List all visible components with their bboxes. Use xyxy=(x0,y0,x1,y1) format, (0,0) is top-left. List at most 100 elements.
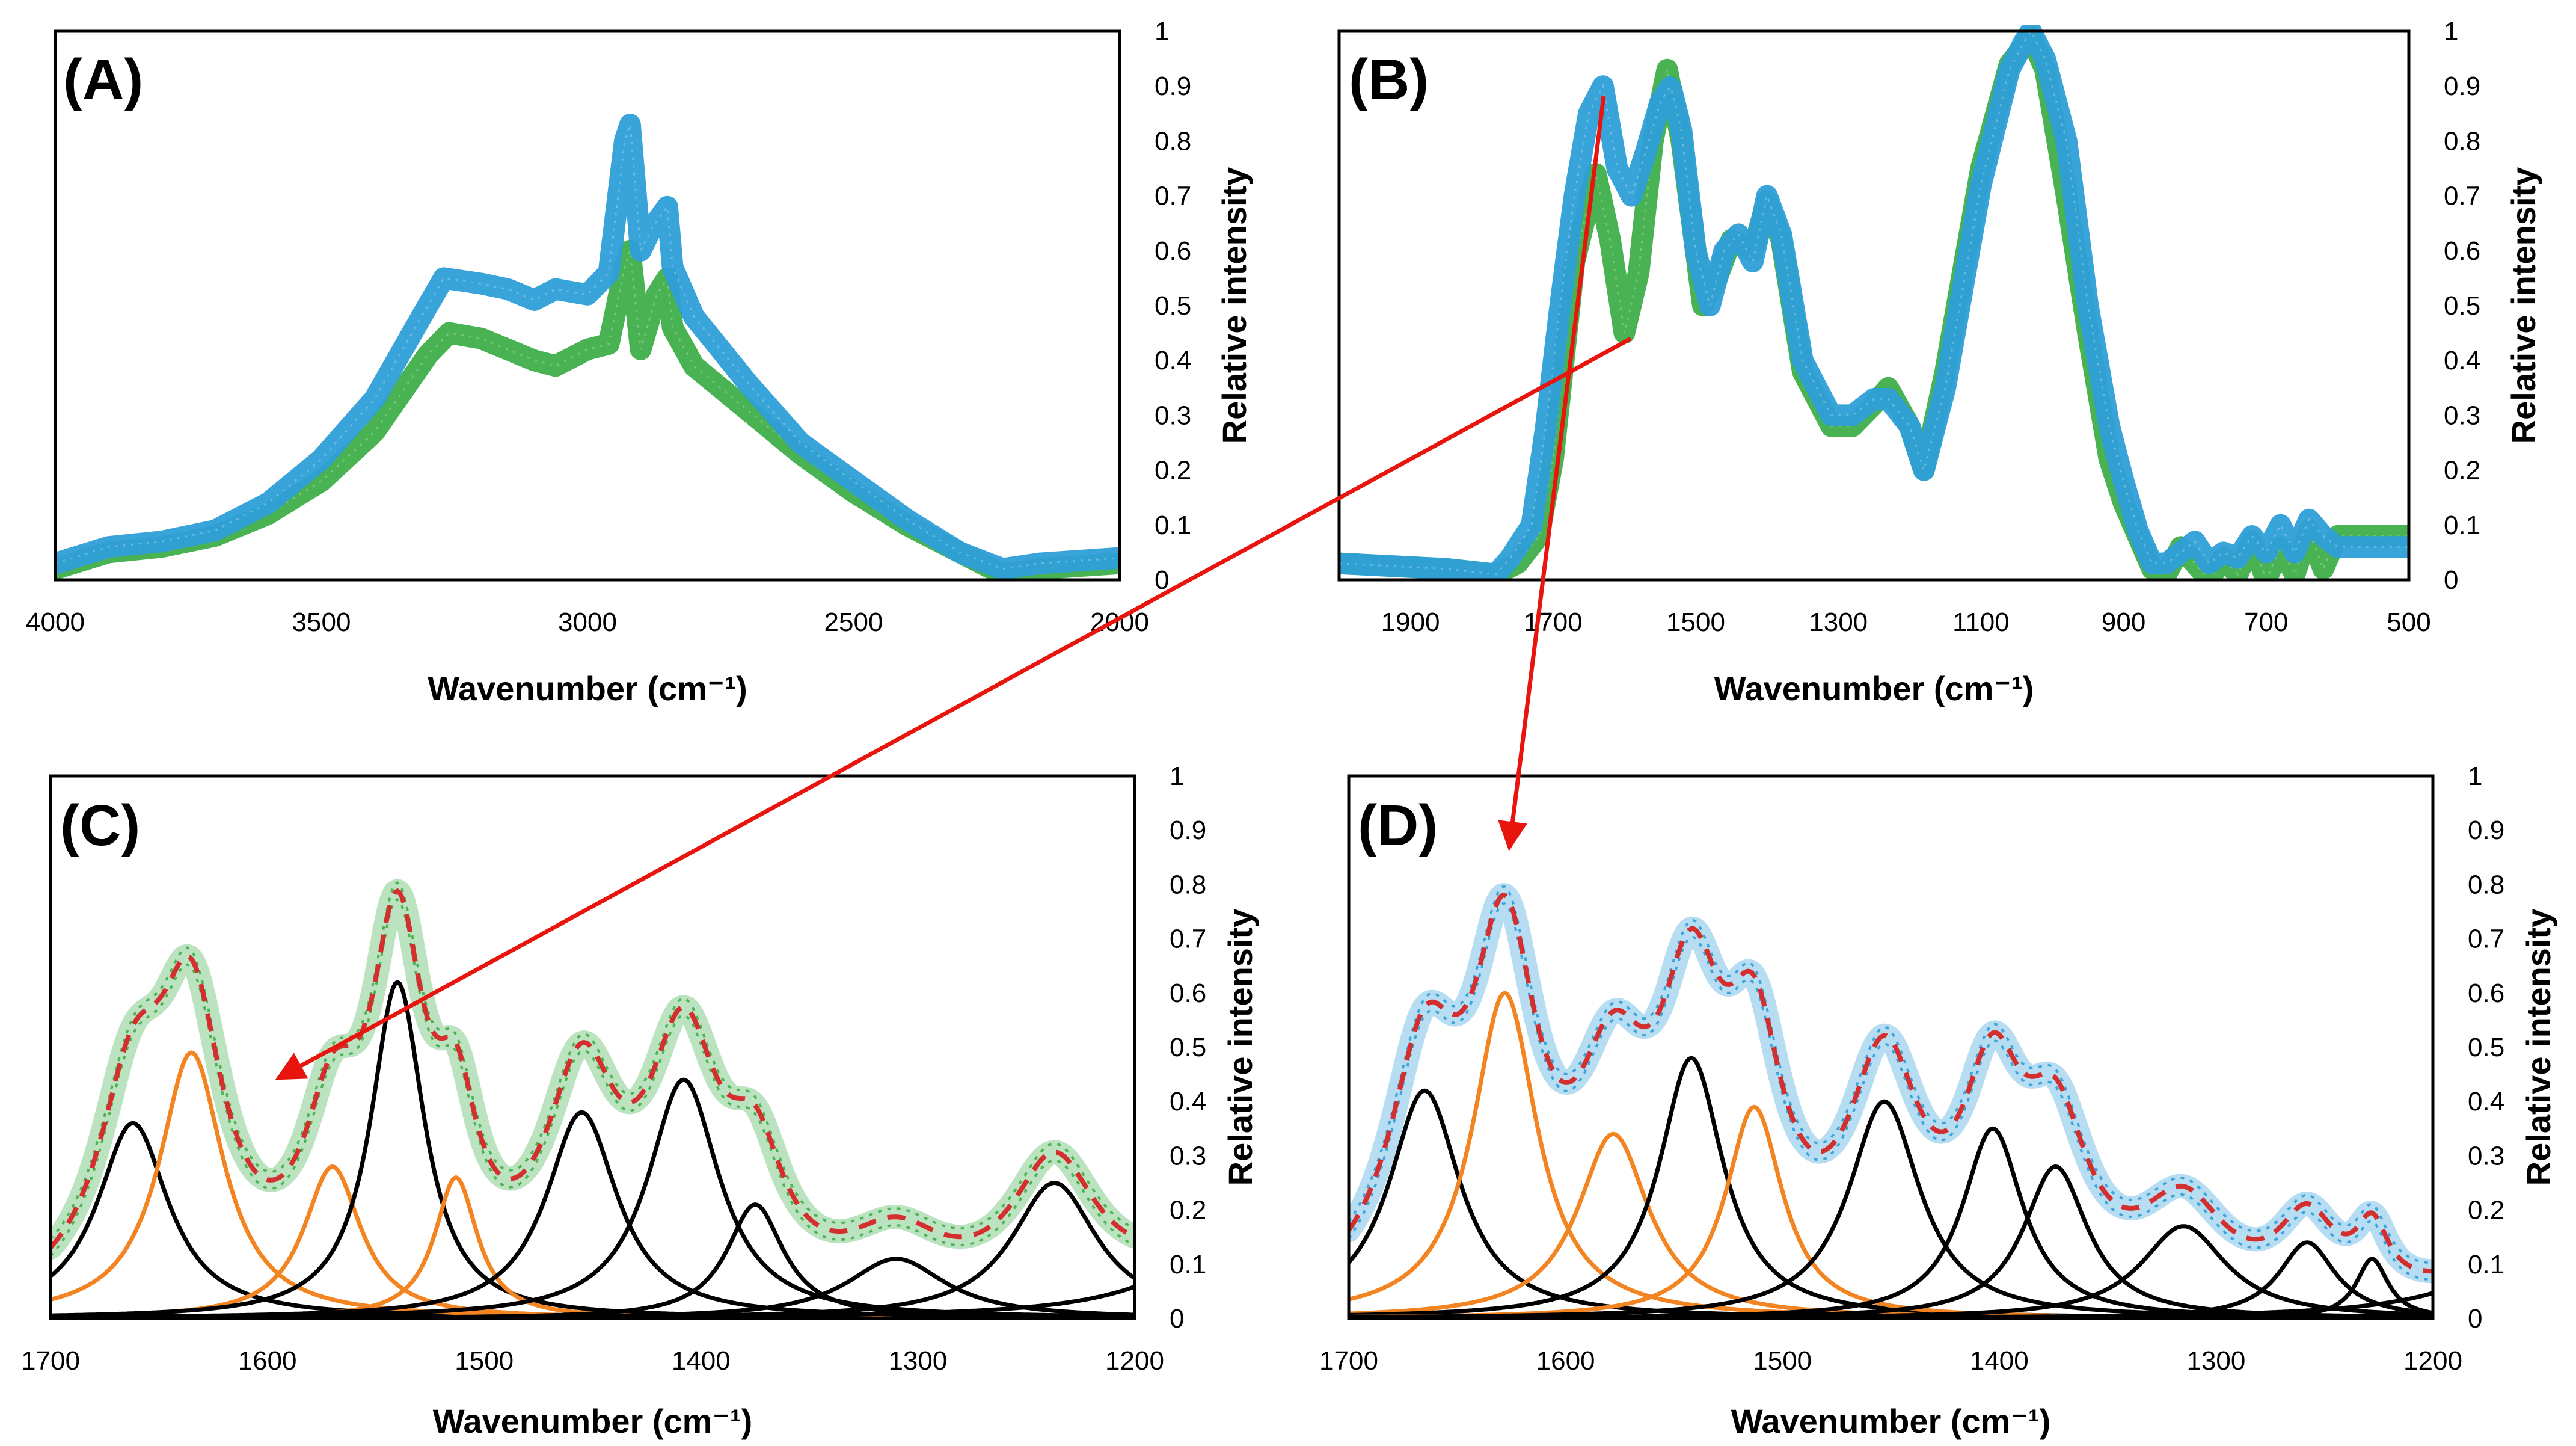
x-tick-label: 1700 xyxy=(1319,1346,1378,1376)
y-tick-label: 0.1 xyxy=(2468,1250,2504,1279)
x-tick-label: 1700 xyxy=(1524,608,1583,637)
plot-area xyxy=(1339,25,2409,580)
y-axis-title: Relative intensity xyxy=(1221,909,1259,1186)
fit-component-6 xyxy=(51,1110,1135,1318)
y-tick-label: 0.4 xyxy=(2468,1087,2504,1116)
fit-component-8 xyxy=(51,1202,1135,1318)
x-axis-title: Wavenumber (cm⁻¹) xyxy=(1731,1402,2051,1440)
x-tick-label: 1500 xyxy=(1753,1346,1812,1376)
x-tick-label: 4000 xyxy=(26,608,85,637)
x-tick-label: 1600 xyxy=(1536,1346,1595,1376)
y-tick-label: 0.8 xyxy=(2444,126,2480,156)
y-tick-label: 0.7 xyxy=(2444,182,2480,211)
y-tick-label: 0.2 xyxy=(2444,456,2480,485)
x-tick-label: 1400 xyxy=(672,1346,731,1376)
x-tick-label: 3000 xyxy=(558,608,617,637)
y-tick-label: 0.6 xyxy=(1155,236,1191,266)
x-tick-label: 500 xyxy=(2387,608,2430,637)
x-tick-label: 900 xyxy=(2102,608,2145,637)
y-tick-label: 0.8 xyxy=(2468,870,2504,899)
x-tick-label: 1200 xyxy=(1105,1346,1164,1376)
measured-data-edge xyxy=(51,881,1135,1240)
fit-component-10 xyxy=(51,1181,1135,1318)
x-tick-label: 1600 xyxy=(238,1346,297,1376)
plot-area xyxy=(51,879,1135,1318)
x-tick-label: 2500 xyxy=(824,608,883,637)
x-tick-label: 700 xyxy=(2244,608,2288,637)
fit-component-1 xyxy=(51,1121,1135,1318)
panel-label: (B) xyxy=(1349,48,1429,112)
y-tick-label: 0.9 xyxy=(1155,72,1191,101)
y-tick-label: 0.6 xyxy=(2444,236,2480,266)
y-tick-label: 0.9 xyxy=(1170,816,1206,845)
plot-area xyxy=(55,114,1120,580)
y-tick-label: 0.2 xyxy=(1170,1196,1206,1225)
y-tick-label: 0.9 xyxy=(2468,816,2504,845)
y-tick-label: 0.1 xyxy=(1155,511,1191,540)
y-tick-label: 0.8 xyxy=(1155,126,1191,156)
y-axis-title: Relative intensity xyxy=(2504,167,2542,445)
y-tick-label: 1 xyxy=(1155,17,1169,46)
y-tick-label: 0 xyxy=(2444,565,2458,595)
y-tick-label: 0.5 xyxy=(1170,1033,1206,1062)
y-tick-label: 0 xyxy=(2468,1304,2482,1334)
y-tick-label: 0.5 xyxy=(2468,1033,2504,1062)
measured-data-edge xyxy=(51,898,1135,1257)
panel-label: (A) xyxy=(63,48,143,112)
y-tick-label: 0.6 xyxy=(2468,979,2504,1008)
x-axis-title: Wavenumber (cm⁻¹) xyxy=(428,669,747,707)
panel-d: (D) 0 0.1 0.2 0.3 0.4 0.5 0.6 0.7 0.8 0.9 1 1700 1600… xyxy=(1319,761,2557,1440)
x-tick-label: 1200 xyxy=(2403,1346,2462,1376)
series-blue xyxy=(55,114,1120,580)
y-tick-label: 0.7 xyxy=(1170,925,1206,954)
x-tick-label: 1300 xyxy=(1809,608,1868,637)
plot-frame xyxy=(54,29,1121,582)
plot-frame xyxy=(1347,774,2435,1320)
fit-component-5 xyxy=(1349,1104,2433,1318)
y-tick-label: 0.3 xyxy=(2468,1141,2504,1171)
y-tick-label: 0.9 xyxy=(2444,72,2480,101)
x-tick-label: 1300 xyxy=(2186,1346,2245,1376)
series-green xyxy=(1339,26,2409,580)
y-tick-label: 0.2 xyxy=(1155,456,1191,485)
y-tick-label: 0.3 xyxy=(1170,1141,1206,1171)
y-axis-title: Relative intensity xyxy=(1215,167,1253,445)
plot-area xyxy=(1349,883,2433,1318)
y-tick-label: 0.5 xyxy=(1155,291,1191,321)
y-tick-label: 0.3 xyxy=(1155,401,1191,430)
x-tick-label: 1500 xyxy=(1666,608,1725,637)
y-tick-label: 0.3 xyxy=(2444,401,2480,430)
panel-c: (C) 0 0.1 0.2 0.3 0.4 0.5 0.6 0.7 0.8 0.9 1 1700 1600… xyxy=(21,761,1259,1440)
fit-component-4 xyxy=(1349,1056,2433,1318)
x-tick-label: 1100 xyxy=(1952,608,2010,637)
y-tick-label: 0.4 xyxy=(2444,346,2480,375)
y-tick-label: 0.5 xyxy=(2444,291,2480,321)
y-tick-label: 0.7 xyxy=(1155,182,1191,211)
series-blue-texture xyxy=(1339,29,2409,576)
panel-label: (D) xyxy=(1358,793,1438,858)
arrow-b-to-d xyxy=(1498,96,1606,851)
y-tick-label: 0.2 xyxy=(2468,1196,2504,1225)
y-tick-label: 0.1 xyxy=(2444,511,2480,540)
measured-data xyxy=(1349,883,2433,1284)
x-tick-label: 3500 xyxy=(292,608,351,637)
y-axis-title: Relative intensity xyxy=(2519,909,2557,1186)
fitted-envelope xyxy=(1349,893,2433,1274)
plot-frame xyxy=(49,774,1136,1320)
x-tick-label: 1900 xyxy=(1381,608,1440,637)
y-tick-label: 0.7 xyxy=(2468,925,2504,954)
series-green-texture xyxy=(1339,35,2409,580)
y-tick-label: 0.6 xyxy=(1170,979,1206,1008)
x-axis-title: Wavenumber (cm⁻¹) xyxy=(1714,669,2034,707)
y-tick-label: 1 xyxy=(2444,17,2458,46)
series-blue xyxy=(1339,25,2409,580)
y-tick-label: 0.4 xyxy=(1170,1087,1206,1116)
y-tick-label: 0.8 xyxy=(1170,870,1206,899)
y-tick-label: 1 xyxy=(1170,761,1184,791)
plot-frame xyxy=(1337,29,2411,582)
arrow-b-to-c xyxy=(275,336,1632,1081)
fitted-envelope xyxy=(51,888,1135,1249)
x-tick-label: 1500 xyxy=(455,1346,514,1376)
